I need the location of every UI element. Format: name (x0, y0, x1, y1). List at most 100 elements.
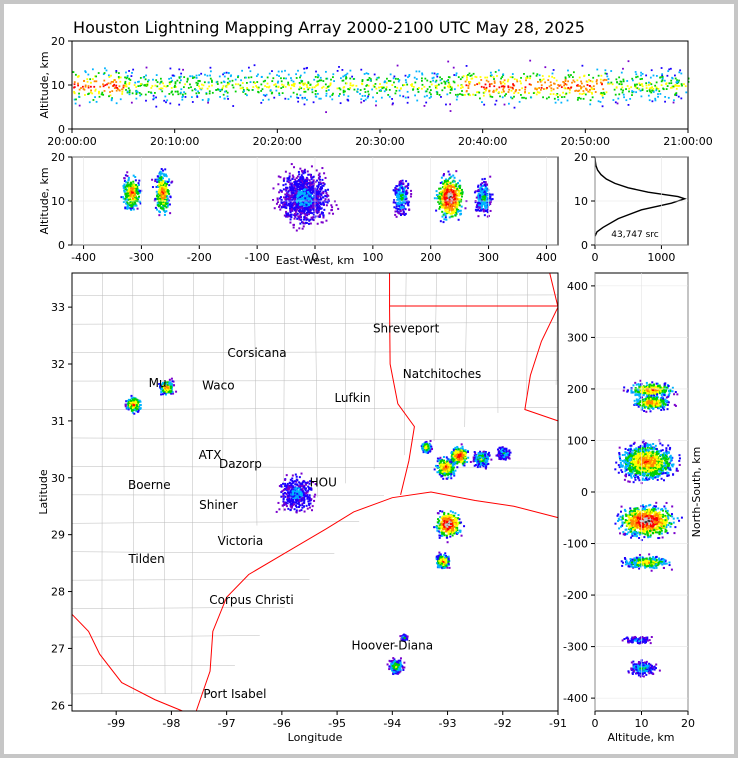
east-west-source (160, 195, 163, 198)
time-height-source (544, 66, 547, 69)
east-west-source (322, 202, 325, 205)
time-height-source (601, 105, 604, 108)
east-west-source (330, 204, 333, 207)
time-height-source (278, 75, 280, 77)
east-west-source (283, 214, 286, 217)
east-west-source (487, 214, 490, 217)
east-west-source (298, 216, 301, 219)
time-height-source (564, 78, 567, 81)
time-height-source (282, 84, 285, 87)
east-west-source (293, 181, 296, 184)
time-height-source (606, 75, 609, 78)
plan-view-source (310, 498, 313, 501)
east-west-source (296, 201, 299, 204)
time-height-source (549, 81, 552, 84)
time-height-source (287, 73, 290, 76)
east-west-xtick-label: -400 (71, 251, 96, 264)
east-west-source (295, 187, 298, 190)
time-height-source (420, 87, 423, 90)
time-height-source (640, 95, 643, 98)
plan-view-source (170, 390, 173, 393)
time-height-source (516, 78, 518, 81)
time-height-source (304, 97, 306, 99)
time-height-ytick-label: 10 (51, 79, 65, 92)
east-west-source (442, 192, 445, 195)
east-west-source (449, 195, 452, 198)
time-height-source (501, 96, 504, 99)
time-height-source (494, 103, 497, 106)
time-height-source (272, 77, 275, 80)
county-line (71, 437, 559, 441)
time-height-source (207, 101, 209, 104)
time-height-source (176, 90, 179, 93)
plan-view-source (307, 502, 310, 505)
east-west-source (451, 194, 454, 197)
east-west-source (296, 217, 299, 220)
east-west-source (319, 186, 322, 189)
time-height-source (281, 83, 283, 86)
time-height-source (136, 91, 139, 93)
east-west-source (156, 179, 159, 182)
east-west-source (317, 210, 320, 213)
time-height-source (485, 89, 487, 92)
east-west-source (284, 206, 287, 209)
time-height-source (303, 103, 306, 106)
time-height-source (646, 90, 649, 92)
plan-view-source (301, 496, 304, 499)
east-west-source (321, 178, 324, 181)
east-west-source (290, 209, 293, 212)
east-west-source (319, 195, 322, 198)
east-west-source (396, 189, 399, 192)
time-height-source (372, 84, 375, 87)
time-height-source (674, 84, 676, 87)
east-west-source (123, 190, 126, 193)
time-height-source (269, 89, 272, 92)
east-west-source (455, 183, 458, 186)
time-height-source (200, 88, 203, 91)
east-west-source (454, 210, 457, 213)
east-west-source (456, 182, 459, 185)
time-height-source (182, 95, 184, 98)
time-height-source (209, 74, 211, 77)
east-west-source (448, 207, 451, 210)
time-height-source (107, 82, 110, 85)
east-west-source (458, 193, 461, 196)
east-west-source (310, 216, 313, 219)
time-height-source (387, 94, 390, 96)
east-west-source (453, 195, 456, 198)
east-west-source (134, 189, 137, 192)
time-height-source (607, 78, 610, 80)
plan-view-source (293, 495, 296, 498)
time-height-source (570, 86, 572, 89)
east-west-source (161, 187, 164, 190)
east-west-source (289, 188, 292, 191)
time-height-source (94, 75, 96, 78)
time-height-source (417, 90, 420, 93)
east-west-source (301, 198, 304, 201)
east-west-source (292, 196, 295, 199)
plan-view-source (287, 486, 290, 489)
plan-view-source (301, 490, 304, 493)
plan-view-source (291, 493, 294, 496)
east-west-source (306, 194, 309, 197)
time-height-source (677, 81, 680, 84)
time-height-source (195, 76, 198, 79)
plan-view-source (170, 377, 173, 380)
east-west-source (483, 177, 486, 180)
east-west-source (126, 207, 129, 210)
time-height-source (616, 81, 619, 84)
east-west-source (130, 208, 133, 211)
east-west-source (305, 203, 308, 206)
east-west-source (295, 177, 298, 180)
time-height-source (430, 93, 432, 96)
east-west-source (132, 187, 135, 190)
east-west-source (460, 212, 463, 215)
east-west-source (403, 195, 406, 198)
east-west-source (330, 209, 333, 212)
time-height-source (171, 79, 174, 82)
plan-view-source (160, 390, 163, 393)
east-west-source (291, 193, 294, 196)
plan-view-source (297, 497, 300, 500)
time-height-source (445, 103, 447, 106)
time-height-source (206, 87, 209, 90)
